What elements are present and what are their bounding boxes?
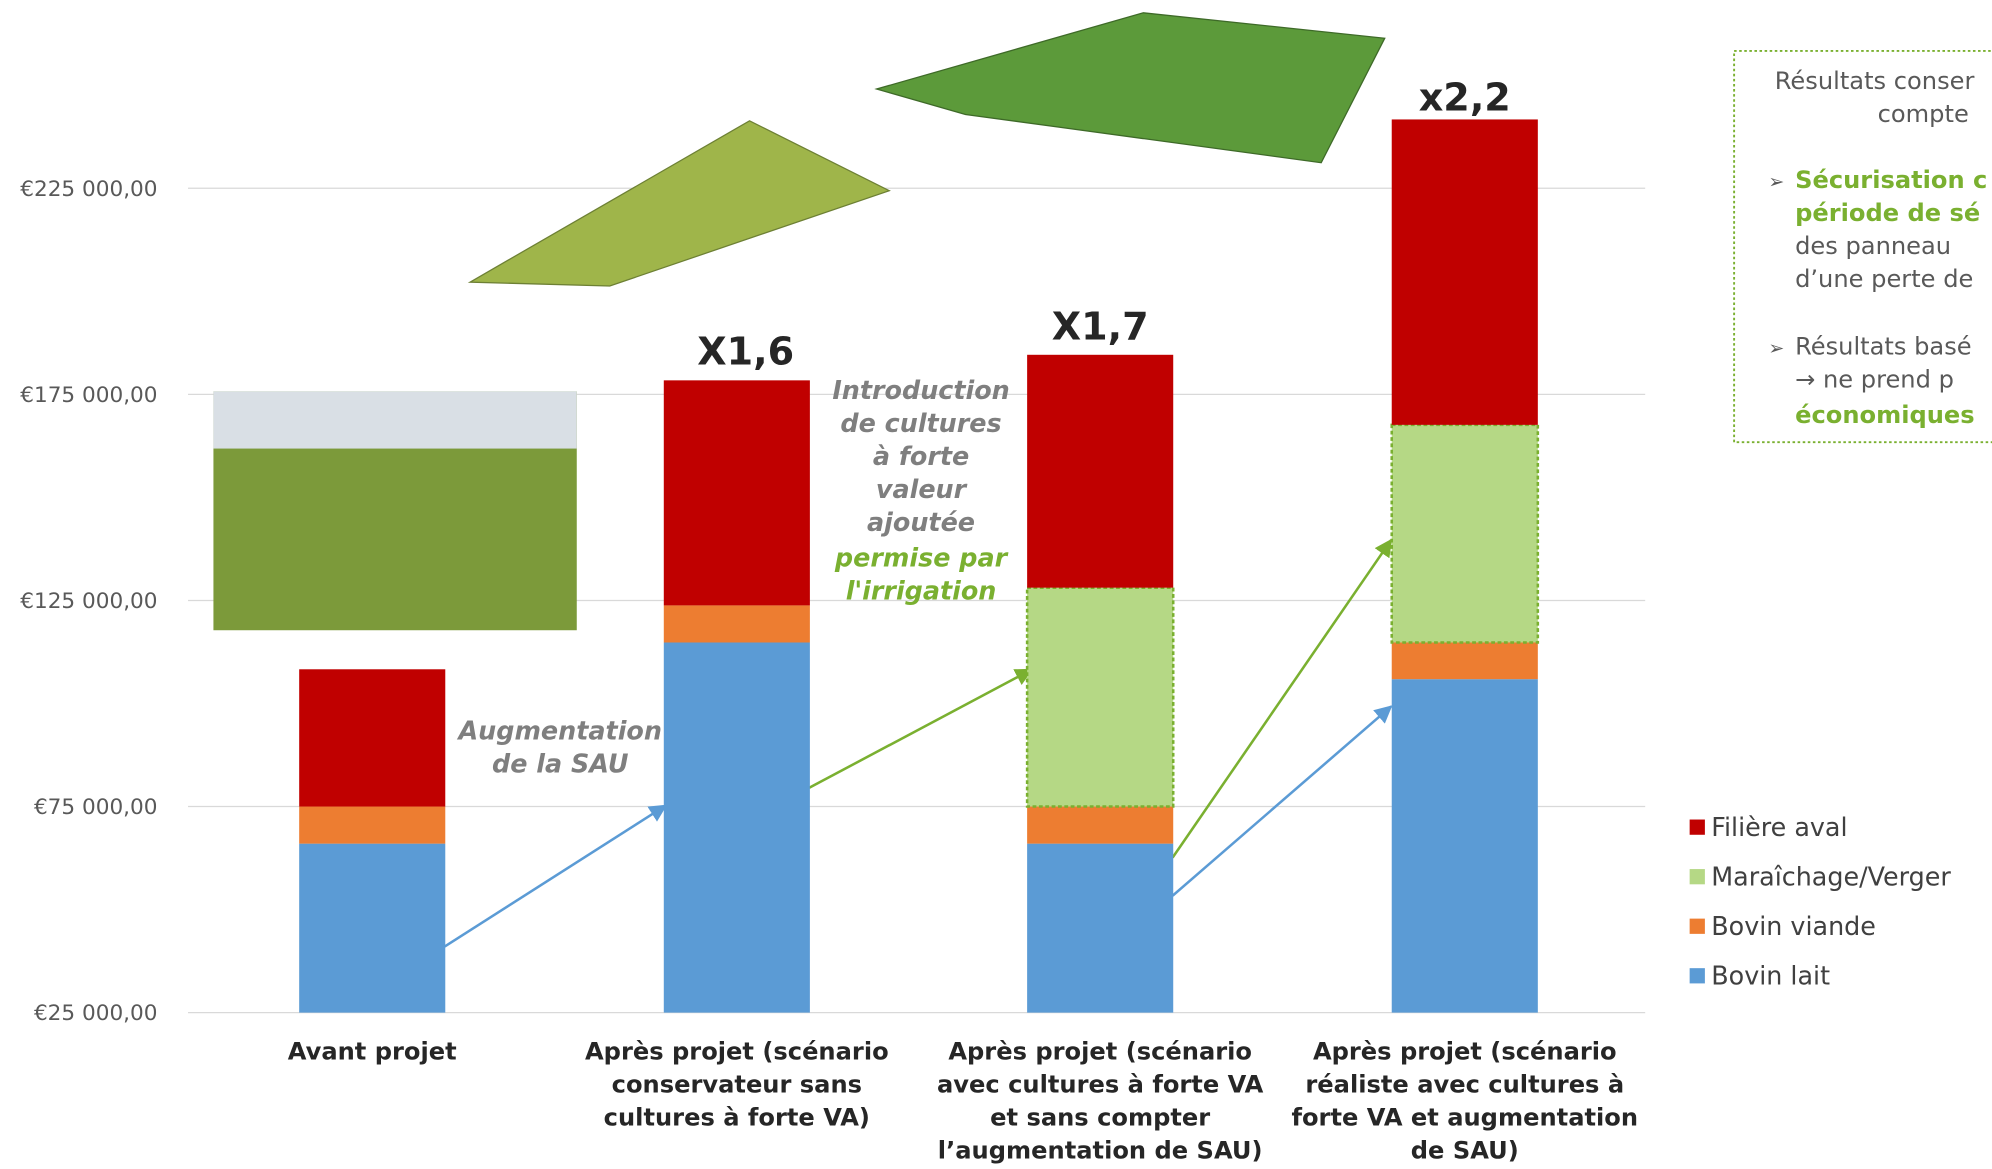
bar-segment [299, 806, 446, 844]
y-tick-label: €25 000,00 [34, 1001, 158, 1026]
x-tick-label-box: Après projet (scénario réaliste avec cul… [1291, 1038, 1639, 1166]
bar-segment [1025, 586, 1175, 808]
note-text: des panneau [1795, 232, 1951, 260]
note-text: Résultats conser [1775, 67, 1975, 95]
legend-swatch [1689, 968, 1705, 984]
note-text: → ne prend p [1795, 366, 1954, 394]
x-tick-label: Après projet (scénario avec cultures à f… [936, 1038, 1264, 1166]
legend-label: Bovin viande [1711, 911, 1876, 941]
legend-swatch [1689, 869, 1705, 885]
bar-segment [1391, 642, 1538, 680]
y-tick-label: €75 000,00 [34, 795, 158, 820]
bar-segment [1027, 843, 1174, 1013]
note-text: d’une perte de [1795, 265, 1973, 293]
legend-label: Filière aval [1711, 812, 1847, 842]
legend-label: Bovin lait [1711, 961, 1830, 991]
annotation-box: Introduction de cultures à forte valeur … [832, 374, 1010, 538]
y-tick-label: €225 000,00 [20, 177, 157, 202]
annotation-box: Augmentation de la SAU [458, 715, 662, 779]
bar-segment [299, 843, 446, 1013]
bar-segment [1391, 119, 1538, 425]
arrow [443, 804, 668, 948]
x-tick-label-box: Après projet (scénario avec cultures à f… [936, 1038, 1264, 1166]
note-text: Résultats basé [1795, 333, 1972, 361]
annotation-box: permise par l'irrigation [834, 542, 1008, 607]
bar-segment [1027, 806, 1174, 844]
note-text: période de sé [1795, 199, 1980, 227]
legend-swatch [1689, 819, 1705, 835]
bar-segment [1390, 423, 1540, 644]
x-tick-label: Avant projet [287, 1038, 457, 1066]
illustration-agrivoltaic-2 [874, 12, 1386, 164]
annotation: Augmentation de la SAU [458, 715, 662, 779]
bar-segment [299, 669, 446, 807]
x-tick-label-box: Avant projet [287, 1038, 457, 1066]
illustration-agrivoltaic-1 [467, 120, 891, 287]
multiplier-label: X1,7 [1052, 304, 1149, 348]
note-text: compte [1878, 100, 1969, 128]
legend-label: Maraîchage/Verger [1711, 862, 1951, 892]
arrow [808, 668, 1034, 789]
note-text: économiques [1795, 401, 1975, 429]
x-tick-label: Après projet (scénario réaliste avec cul… [1291, 1038, 1639, 1166]
bar-segment [663, 380, 810, 606]
bar-segment [663, 605, 810, 643]
notes-box [1733, 49, 1992, 444]
legend-swatch [1689, 918, 1705, 934]
bar-segment [663, 642, 810, 1013]
multiplier-label: x2,2 [1419, 76, 1511, 120]
multiplier-label: X1,6 [697, 330, 794, 374]
annotation: Introduction de cultures à forte valeur … [832, 374, 1010, 538]
bar-segment [1391, 679, 1538, 1013]
note-text: Sécurisation c [1795, 166, 1987, 194]
x-tick-label: Après projet (scénario conservateur sans… [585, 1038, 889, 1133]
bullet: ➢ [1768, 338, 1784, 360]
photo-sky [213, 391, 577, 449]
bar-segment [1027, 354, 1174, 588]
x-tick-label-box: Après projet (scénario conservateur sans… [585, 1038, 889, 1133]
y-tick-label: €175 000,00 [20, 383, 157, 408]
arrow [1171, 705, 1393, 897]
annotation: permise par l'irrigation [834, 542, 1008, 607]
y-tick-label: €125 000,00 [20, 589, 157, 614]
bullet: ➢ [1768, 171, 1784, 193]
arrow [1171, 538, 1393, 859]
